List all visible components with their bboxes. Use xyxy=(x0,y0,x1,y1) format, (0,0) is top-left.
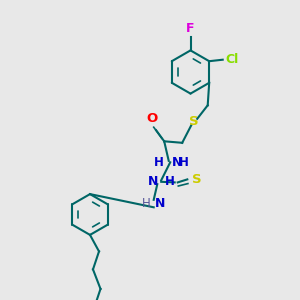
Text: S: S xyxy=(189,115,199,128)
Text: H: H xyxy=(165,175,175,188)
Text: Cl: Cl xyxy=(226,53,239,66)
Text: N: N xyxy=(155,197,166,210)
Text: N: N xyxy=(172,156,182,169)
Text: S: S xyxy=(192,173,201,186)
Text: O: O xyxy=(147,112,158,125)
Text: H: H xyxy=(154,156,164,169)
Text: H: H xyxy=(142,197,151,210)
Text: H: H xyxy=(178,156,188,169)
Text: F: F xyxy=(186,22,195,35)
Text: N: N xyxy=(148,175,158,188)
